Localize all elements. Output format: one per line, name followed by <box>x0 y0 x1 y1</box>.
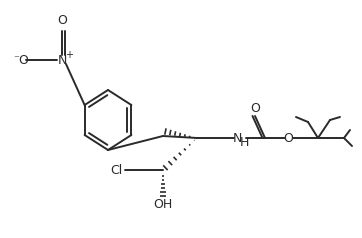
Text: O: O <box>57 14 67 26</box>
Text: O: O <box>283 132 293 144</box>
Text: Cl: Cl <box>110 164 122 177</box>
Text: N: N <box>232 132 242 144</box>
Text: ⁻: ⁻ <box>13 54 19 64</box>
Text: +: + <box>65 50 73 60</box>
Text: H: H <box>239 135 249 149</box>
Text: O: O <box>18 54 28 66</box>
Text: OH: OH <box>153 198 173 212</box>
Text: O: O <box>250 103 260 115</box>
Text: N: N <box>57 54 67 66</box>
